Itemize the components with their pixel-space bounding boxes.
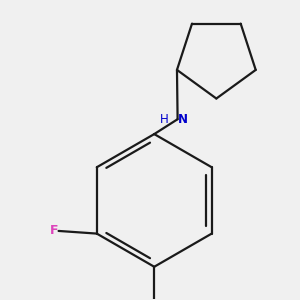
Text: F: F (50, 224, 58, 237)
Text: H: H (160, 113, 169, 126)
Text: N: N (178, 113, 188, 126)
